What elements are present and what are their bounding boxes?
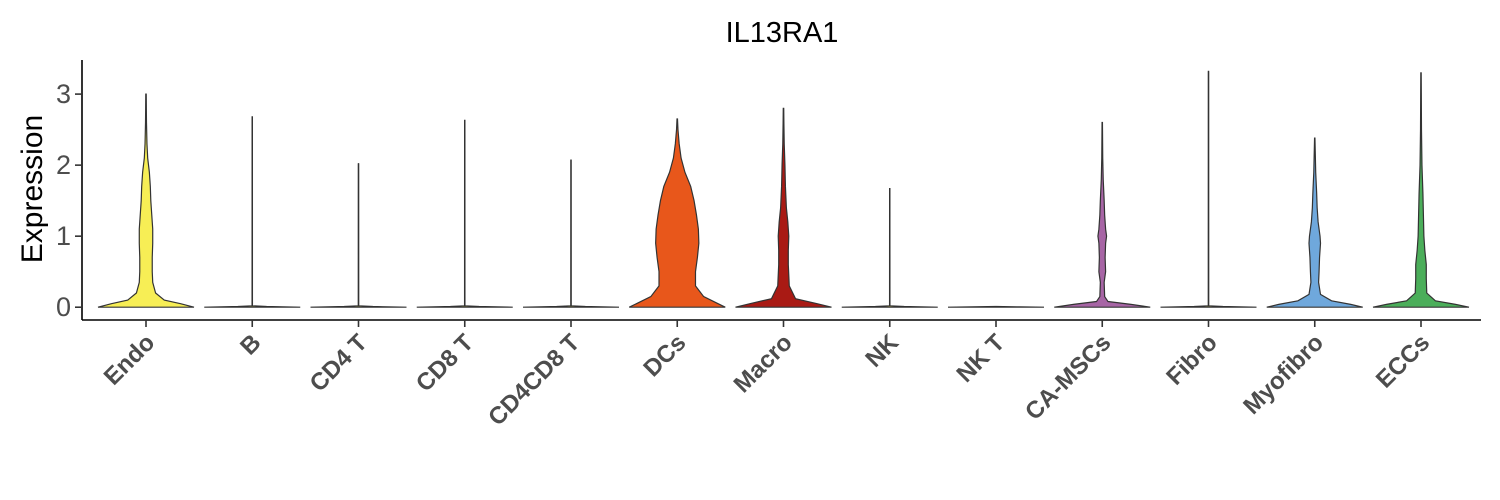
violin-shape <box>841 187 938 308</box>
y-tick-label: 1 <box>56 221 71 251</box>
violin-shape <box>1160 70 1257 308</box>
x-tick-label: ECCs <box>1371 329 1435 393</box>
violin-shape <box>1266 137 1363 308</box>
x-tick-label: DCs <box>638 329 691 382</box>
violin-shape <box>1372 72 1470 308</box>
violin-shape <box>735 107 832 308</box>
x-tick-label: B <box>235 329 266 360</box>
violin-shape <box>97 93 195 308</box>
y-axis-label: Expression <box>16 115 49 263</box>
violin-shape <box>204 116 301 308</box>
x-tick-label: CD8 T <box>411 329 479 397</box>
violin-shape <box>310 163 407 308</box>
violin-shape <box>416 119 513 308</box>
violin-b <box>204 116 301 308</box>
violin-cd8-t <box>416 119 513 308</box>
chart-title: IL13RA1 <box>726 17 839 49</box>
violin-cd4cd8-t <box>522 159 620 308</box>
x-tick-label: Macro <box>729 329 798 398</box>
x-tick-label: NK <box>860 329 904 373</box>
violin-fibro <box>1160 70 1257 308</box>
x-tick-label: CD4 T <box>305 329 373 397</box>
x-tick-label: CA-MSCs <box>1020 329 1116 425</box>
violin-nk-t <box>947 305 1045 308</box>
x-axis: Endo B CD4 T CD8 T CD4CD8 T DCs Macro NK NK T CA-… <box>82 319 1481 431</box>
x-tick-label: Fibro <box>1161 329 1223 391</box>
violin-endo <box>97 93 195 308</box>
y-axis: 0 1 2 3 <box>56 60 83 322</box>
violin-cd4-t <box>310 163 407 308</box>
violin-macro <box>735 107 832 308</box>
violins-layer <box>97 70 1470 308</box>
violin-myofibro <box>1266 137 1363 308</box>
violin-shape <box>522 159 620 308</box>
violin-ca-mscs <box>1054 121 1151 308</box>
y-tick-label: 2 <box>56 150 71 180</box>
violin-shape <box>1054 121 1151 308</box>
x-tick-label: Myofibro <box>1238 329 1329 420</box>
y-tick-label: 3 <box>56 79 71 109</box>
violin-nk <box>841 187 938 308</box>
violin-shape <box>628 118 726 308</box>
violin-eccs <box>1372 72 1470 308</box>
violin-dcs <box>628 118 726 308</box>
violin-shape <box>947 305 1045 308</box>
y-tick-label: 0 <box>56 292 71 322</box>
x-tick-label: Endo <box>99 329 161 391</box>
x-tick-label: NK T <box>952 329 1011 388</box>
x-tick-label: CD4CD8 T <box>483 329 585 431</box>
